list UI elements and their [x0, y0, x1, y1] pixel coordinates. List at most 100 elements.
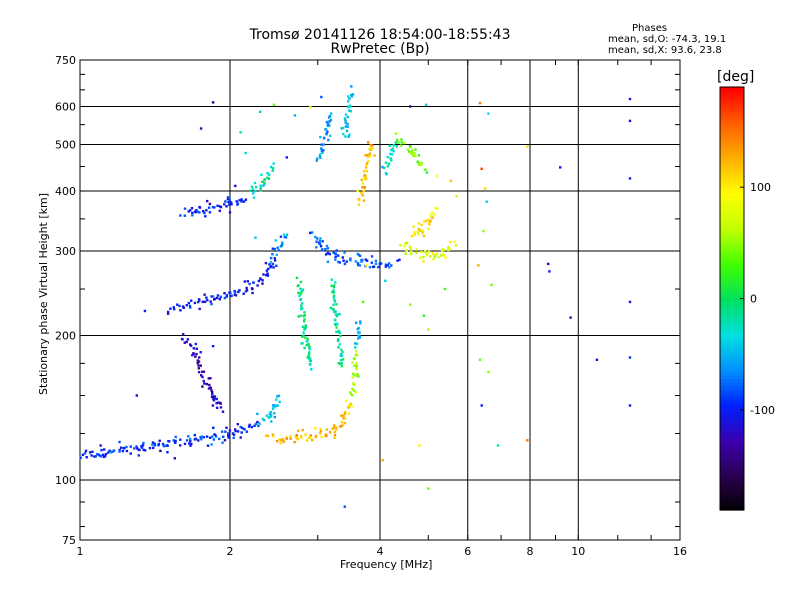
- echo-point: [342, 417, 345, 420]
- echo-point: [271, 407, 275, 411]
- echo-point: [266, 274, 270, 277]
- echo-point: [364, 258, 367, 261]
- echo-point: [189, 439, 192, 443]
- echo-point: [254, 422, 258, 426]
- echo-point: [309, 231, 312, 235]
- echo-point: [214, 433, 217, 436]
- echo-point: [453, 240, 456, 244]
- echo-point: [427, 487, 430, 490]
- echo-point: [482, 229, 485, 233]
- echo-point: [339, 352, 343, 356]
- stats-x-mode: mean, sd,X: 93.6, 23.8: [608, 45, 722, 56]
- echo-point: [349, 391, 352, 394]
- echo-point: [297, 315, 300, 318]
- echo-point: [321, 151, 324, 154]
- echo-point: [300, 304, 303, 308]
- colorbar-band: [720, 139, 744, 145]
- echo-point: [352, 364, 356, 367]
- colorbar-band: [720, 340, 744, 345]
- echo-point: [416, 160, 419, 163]
- echo-point: [151, 443, 154, 446]
- echo-point: [248, 423, 251, 427]
- echo-point: [406, 148, 410, 151]
- echo-point: [403, 141, 406, 145]
- colorbar-band: [720, 393, 744, 398]
- echo-point: [230, 294, 233, 298]
- echo-point: [314, 427, 317, 430]
- echo-point: [309, 362, 312, 366]
- echo-point: [254, 185, 258, 189]
- echo-point: [197, 364, 200, 367]
- echo-point: [257, 423, 260, 426]
- colorbar-band: [720, 499, 744, 504]
- echo-point: [224, 430, 227, 433]
- echo-point: [198, 356, 201, 359]
- echo-point: [333, 298, 336, 301]
- echo-point: [351, 393, 354, 397]
- colorbar-band: [720, 386, 744, 391]
- echo-point: [271, 262, 275, 266]
- echo-point: [362, 199, 366, 202]
- echo-point: [354, 260, 358, 263]
- colorbar-band: [720, 446, 744, 451]
- colorbar-band: [720, 171, 744, 176]
- echo-point: [361, 300, 365, 304]
- echo-point: [419, 163, 423, 167]
- echo-point: [282, 233, 286, 236]
- echo-point: [328, 115, 332, 118]
- echo-point: [303, 318, 306, 321]
- echo-point: [111, 450, 114, 453]
- echo-point: [109, 451, 113, 454]
- echo-point: [102, 455, 105, 459]
- y-tick-label: 200: [55, 330, 76, 343]
- echo-point: [344, 113, 348, 116]
- echo-point: [348, 109, 351, 112]
- echo-point: [350, 85, 353, 88]
- echo-point: [252, 196, 256, 199]
- echo-point: [187, 435, 190, 438]
- echo-point: [305, 439, 309, 442]
- echo-point: [247, 425, 251, 428]
- echo-point: [396, 259, 399, 262]
- colorbar-band: [720, 132, 744, 137]
- echo-point: [381, 165, 384, 169]
- echo-point: [263, 178, 266, 181]
- colorbar-band: [720, 495, 744, 501]
- echo-point: [437, 256, 440, 259]
- echo-point: [374, 259, 378, 263]
- echo-point: [357, 263, 360, 267]
- echo-point: [275, 440, 279, 443]
- echo-point: [410, 234, 414, 238]
- colorbar-band: [720, 404, 744, 409]
- echo-point: [526, 439, 529, 442]
- echo-point: [211, 435, 214, 438]
- echo-point: [363, 175, 366, 179]
- echo-point: [345, 260, 348, 263]
- echo-point: [628, 97, 632, 101]
- echo-point: [365, 164, 368, 167]
- echo-point: [360, 191, 363, 195]
- echo-point: [347, 406, 350, 409]
- echo-point: [96, 453, 99, 456]
- echo-point: [152, 446, 155, 450]
- colorbar-tick-label: 0: [750, 293, 757, 306]
- echo-point: [300, 291, 303, 294]
- echo-point: [357, 337, 360, 340]
- echo-point: [333, 433, 337, 437]
- echo-point: [364, 154, 367, 157]
- echo-point: [229, 201, 232, 204]
- echo-point: [339, 359, 343, 362]
- echo-point: [208, 211, 212, 214]
- echo-point: [320, 149, 324, 153]
- echo-point: [327, 116, 331, 119]
- x-tick-label: 10: [571, 545, 585, 558]
- echo-point: [101, 453, 105, 456]
- chart-title: Tromsø 20141126 18:54:00-18:55:43: [249, 27, 511, 43]
- echo-point: [174, 439, 177, 443]
- echo-point: [320, 143, 323, 146]
- echo-point: [351, 376, 354, 379]
- echo-point: [332, 426, 335, 429]
- echo-point: [409, 252, 412, 256]
- echo-point: [326, 251, 330, 255]
- colorbar-band: [720, 238, 744, 243]
